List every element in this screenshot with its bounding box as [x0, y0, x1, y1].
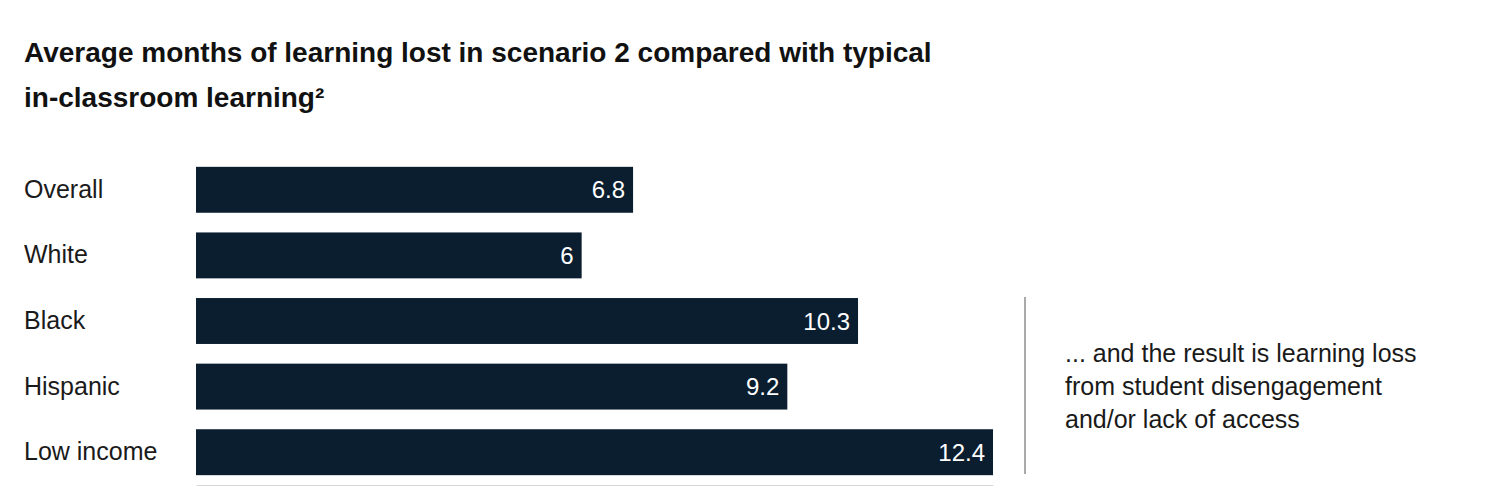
- bar: [196, 167, 633, 213]
- annotation-line: ... and the result is learning loss: [1065, 339, 1417, 367]
- annotation-divider: [1025, 297, 1026, 474]
- data-label: 6: [560, 242, 573, 269]
- y-tick: Low income: [24, 437, 157, 465]
- title: Average months of learning lost in scena…: [24, 37, 932, 113]
- title-line: in-classroom learning²: [24, 82, 324, 113]
- y-tick: White: [24, 240, 88, 268]
- data-label: 12.4: [938, 439, 985, 466]
- x-axis: [197, 485, 994, 486]
- x-axis-line: [197, 485, 994, 486]
- annotation-line: and/or lack of access: [1065, 405, 1300, 433]
- bar: [196, 298, 858, 344]
- category-label: Low income: [24, 437, 157, 465]
- category-label: Overall: [24, 175, 103, 203]
- title-line: Average months of learning lost in scena…: [24, 37, 932, 68]
- category-label: White: [24, 240, 88, 268]
- y-tick: Hispanic: [24, 372, 120, 400]
- category-label: Hispanic: [24, 372, 120, 400]
- bar: [196, 364, 787, 410]
- bar: [196, 429, 993, 475]
- annotation-line: from student disengagement: [1065, 372, 1382, 400]
- data-label: 9.2: [746, 373, 779, 400]
- annotation: ... and the result is learning loss from …: [1065, 339, 1417, 433]
- y-axis: Overall White Black Hispanic Low income: [24, 175, 157, 465]
- y-tick: Black: [24, 306, 86, 334]
- data-labels: 6.8 6 10.3 9.2 12.4: [560, 176, 985, 465]
- chart: Average months of learning lost in scena…: [0, 0, 1494, 504]
- category-label: Black: [24, 306, 86, 334]
- data-label: 10.3: [803, 308, 850, 335]
- bars: [196, 167, 993, 475]
- bar: [196, 232, 582, 278]
- data-label: 6.8: [592, 176, 625, 203]
- y-tick: Overall: [24, 175, 103, 203]
